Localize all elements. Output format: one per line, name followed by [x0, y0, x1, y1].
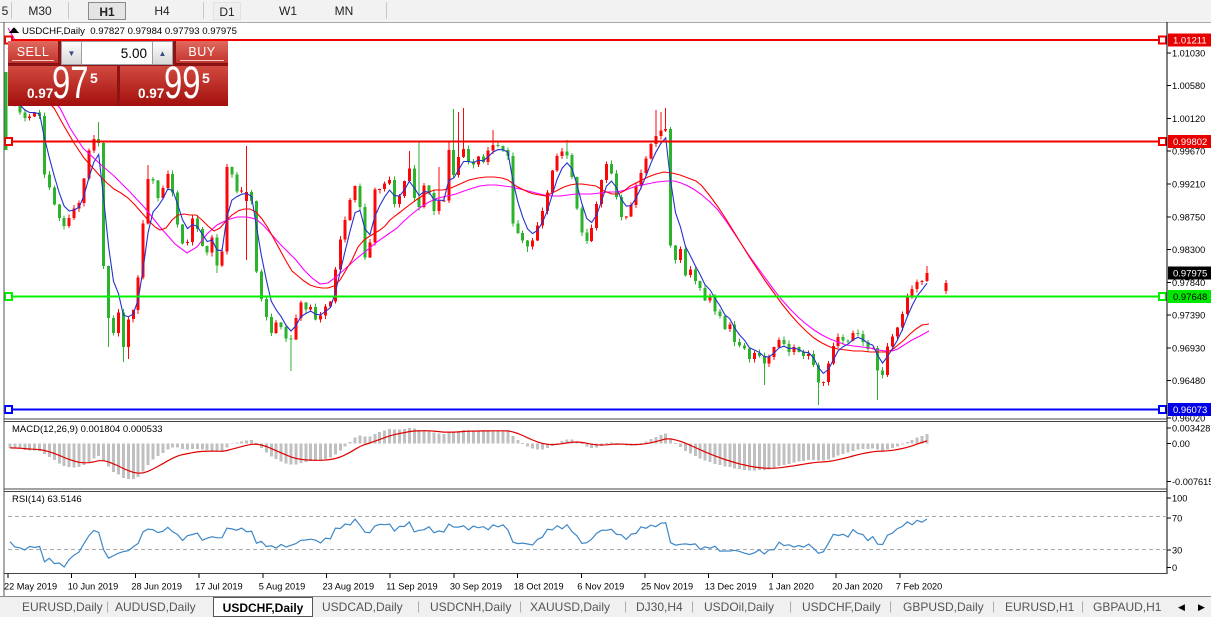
svg-text:1.01030: 1.01030: [1172, 49, 1205, 59]
svg-text:22 May 2019: 22 May 2019: [4, 582, 57, 592]
svg-text:0.96020: 0.96020: [1172, 413, 1205, 423]
svg-text:11 Sep 2019: 11 Sep 2019: [386, 582, 437, 592]
svg-text:23 Aug 2019: 23 Aug 2019: [323, 582, 375, 592]
svg-text:0.98300: 0.98300: [1172, 245, 1205, 255]
svg-text:0.97648: 0.97648: [1173, 292, 1207, 303]
svg-text:0.003428: 0.003428: [1172, 424, 1210, 434]
svg-text:30 Sep 2019: 30 Sep 2019: [450, 582, 502, 592]
svg-text:7 Feb 2020: 7 Feb 2020: [896, 582, 943, 592]
svg-text:28 Jun 2019: 28 Jun 2019: [131, 582, 182, 592]
svg-text:0.96930: 0.96930: [1172, 343, 1205, 353]
svg-text:0.96480: 0.96480: [1172, 376, 1205, 386]
svg-text:0.98750: 0.98750: [1172, 213, 1205, 223]
svg-text:1.00120: 1.00120: [1172, 114, 1205, 124]
svg-text:70: 70: [1172, 513, 1182, 523]
svg-text:-0.007615: -0.007615: [1172, 477, 1211, 487]
svg-text:0: 0: [1172, 563, 1177, 573]
svg-text:MACD(12,26,9) 0.001804 0.00053: MACD(12,26,9) 0.001804 0.000533: [12, 424, 163, 435]
svg-text:25 Nov 2019: 25 Nov 2019: [641, 582, 693, 592]
svg-text:18 Oct 2019: 18 Oct 2019: [514, 582, 564, 592]
svg-text:0.99210: 0.99210: [1172, 180, 1205, 190]
svg-text:RSI(14) 63.5146: RSI(14) 63.5146: [12, 494, 82, 505]
svg-text:10 Jun 2019: 10 Jun 2019: [68, 582, 119, 592]
svg-text:30: 30: [1172, 546, 1182, 556]
svg-text:0.99670: 0.99670: [1172, 146, 1205, 156]
svg-text:5 Aug 2019: 5 Aug 2019: [259, 582, 306, 592]
svg-text:20 Jan 2020: 20 Jan 2020: [832, 582, 883, 592]
svg-text:0.97840: 0.97840: [1172, 278, 1205, 288]
svg-text:17 Jul 2019: 17 Jul 2019: [195, 582, 243, 592]
svg-text:0.99802: 0.99802: [1173, 137, 1207, 148]
svg-text:USDCHF,Daily 0.97827 0.97984: USDCHF,Daily 0.97827 0.97984 0.97793 0.9…: [22, 26, 237, 37]
svg-text:100: 100: [1172, 494, 1187, 504]
svg-text:1.01211: 1.01211: [1173, 36, 1207, 47]
svg-text:0.97975: 0.97975: [1173, 268, 1207, 279]
svg-text:0.96073: 0.96073: [1173, 405, 1207, 416]
svg-text:13 Dec 2019: 13 Dec 2019: [705, 582, 757, 592]
svg-text:1 Jan 2020: 1 Jan 2020: [768, 582, 813, 592]
svg-text:0.00: 0.00: [1172, 439, 1190, 449]
svg-text:6 Nov 2019: 6 Nov 2019: [577, 582, 624, 592]
svg-text:0.97390: 0.97390: [1172, 310, 1205, 320]
svg-text:1.00580: 1.00580: [1172, 81, 1205, 91]
